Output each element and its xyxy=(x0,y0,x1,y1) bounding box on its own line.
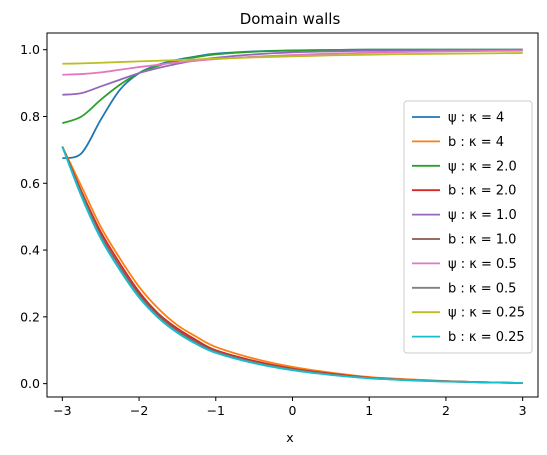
legend-label: b : κ = 0.5 xyxy=(448,281,516,296)
legend-label: b : κ = 0.25 xyxy=(448,330,525,345)
y-tick-label: 0.6 xyxy=(20,176,40,191)
legend-label: ψ : κ = 0.25 xyxy=(448,306,525,321)
legend-box xyxy=(403,100,533,354)
legend-label: ψ : κ = 0.5 xyxy=(448,257,517,272)
legend-label: b : κ = 4 xyxy=(448,135,504,150)
series-line-10 xyxy=(61,146,523,384)
x-axis-label: x xyxy=(286,430,293,445)
legend-label: b : κ = 1.0 xyxy=(448,233,516,248)
x-tick-label: −2 xyxy=(130,403,148,418)
x-tick-label: 3 xyxy=(519,403,527,418)
x-tick-label: −1 xyxy=(207,403,225,418)
y-axis-ticks: 0.0 0.2 0.4 0.6 0.8 1.0 xyxy=(20,42,47,391)
y-tick-label: 0.4 xyxy=(20,243,40,258)
series-line-9 xyxy=(62,52,523,65)
x-tick-label: 2 xyxy=(442,403,450,418)
chart-title: Domain walls xyxy=(240,10,341,28)
y-tick-label: 0.8 xyxy=(20,109,40,124)
legend: ψ : κ = 4 b : κ = 4 ψ : κ = 2.0 b : κ = 2.0… xyxy=(403,100,533,354)
x-tick-label: −3 xyxy=(53,403,71,418)
x-tick-label: 1 xyxy=(365,403,373,418)
x-axis-ticks: −3 −2 −1 0 1 2 3 xyxy=(53,397,527,418)
legend-label: ψ : κ = 1.0 xyxy=(448,208,517,223)
y-tick-label: 0.2 xyxy=(20,309,40,324)
legend-label: ψ : κ = 2.0 xyxy=(448,159,517,174)
x-tick-label: 0 xyxy=(289,403,297,418)
legend-label: b : κ = 2.0 xyxy=(448,184,516,199)
y-tick-label: 1.0 xyxy=(20,42,40,57)
legend-label: ψ : κ = 4 xyxy=(448,111,504,126)
series-line-5 xyxy=(62,48,523,96)
y-tick-label: 0.0 xyxy=(20,376,40,391)
series-layer xyxy=(61,48,523,384)
